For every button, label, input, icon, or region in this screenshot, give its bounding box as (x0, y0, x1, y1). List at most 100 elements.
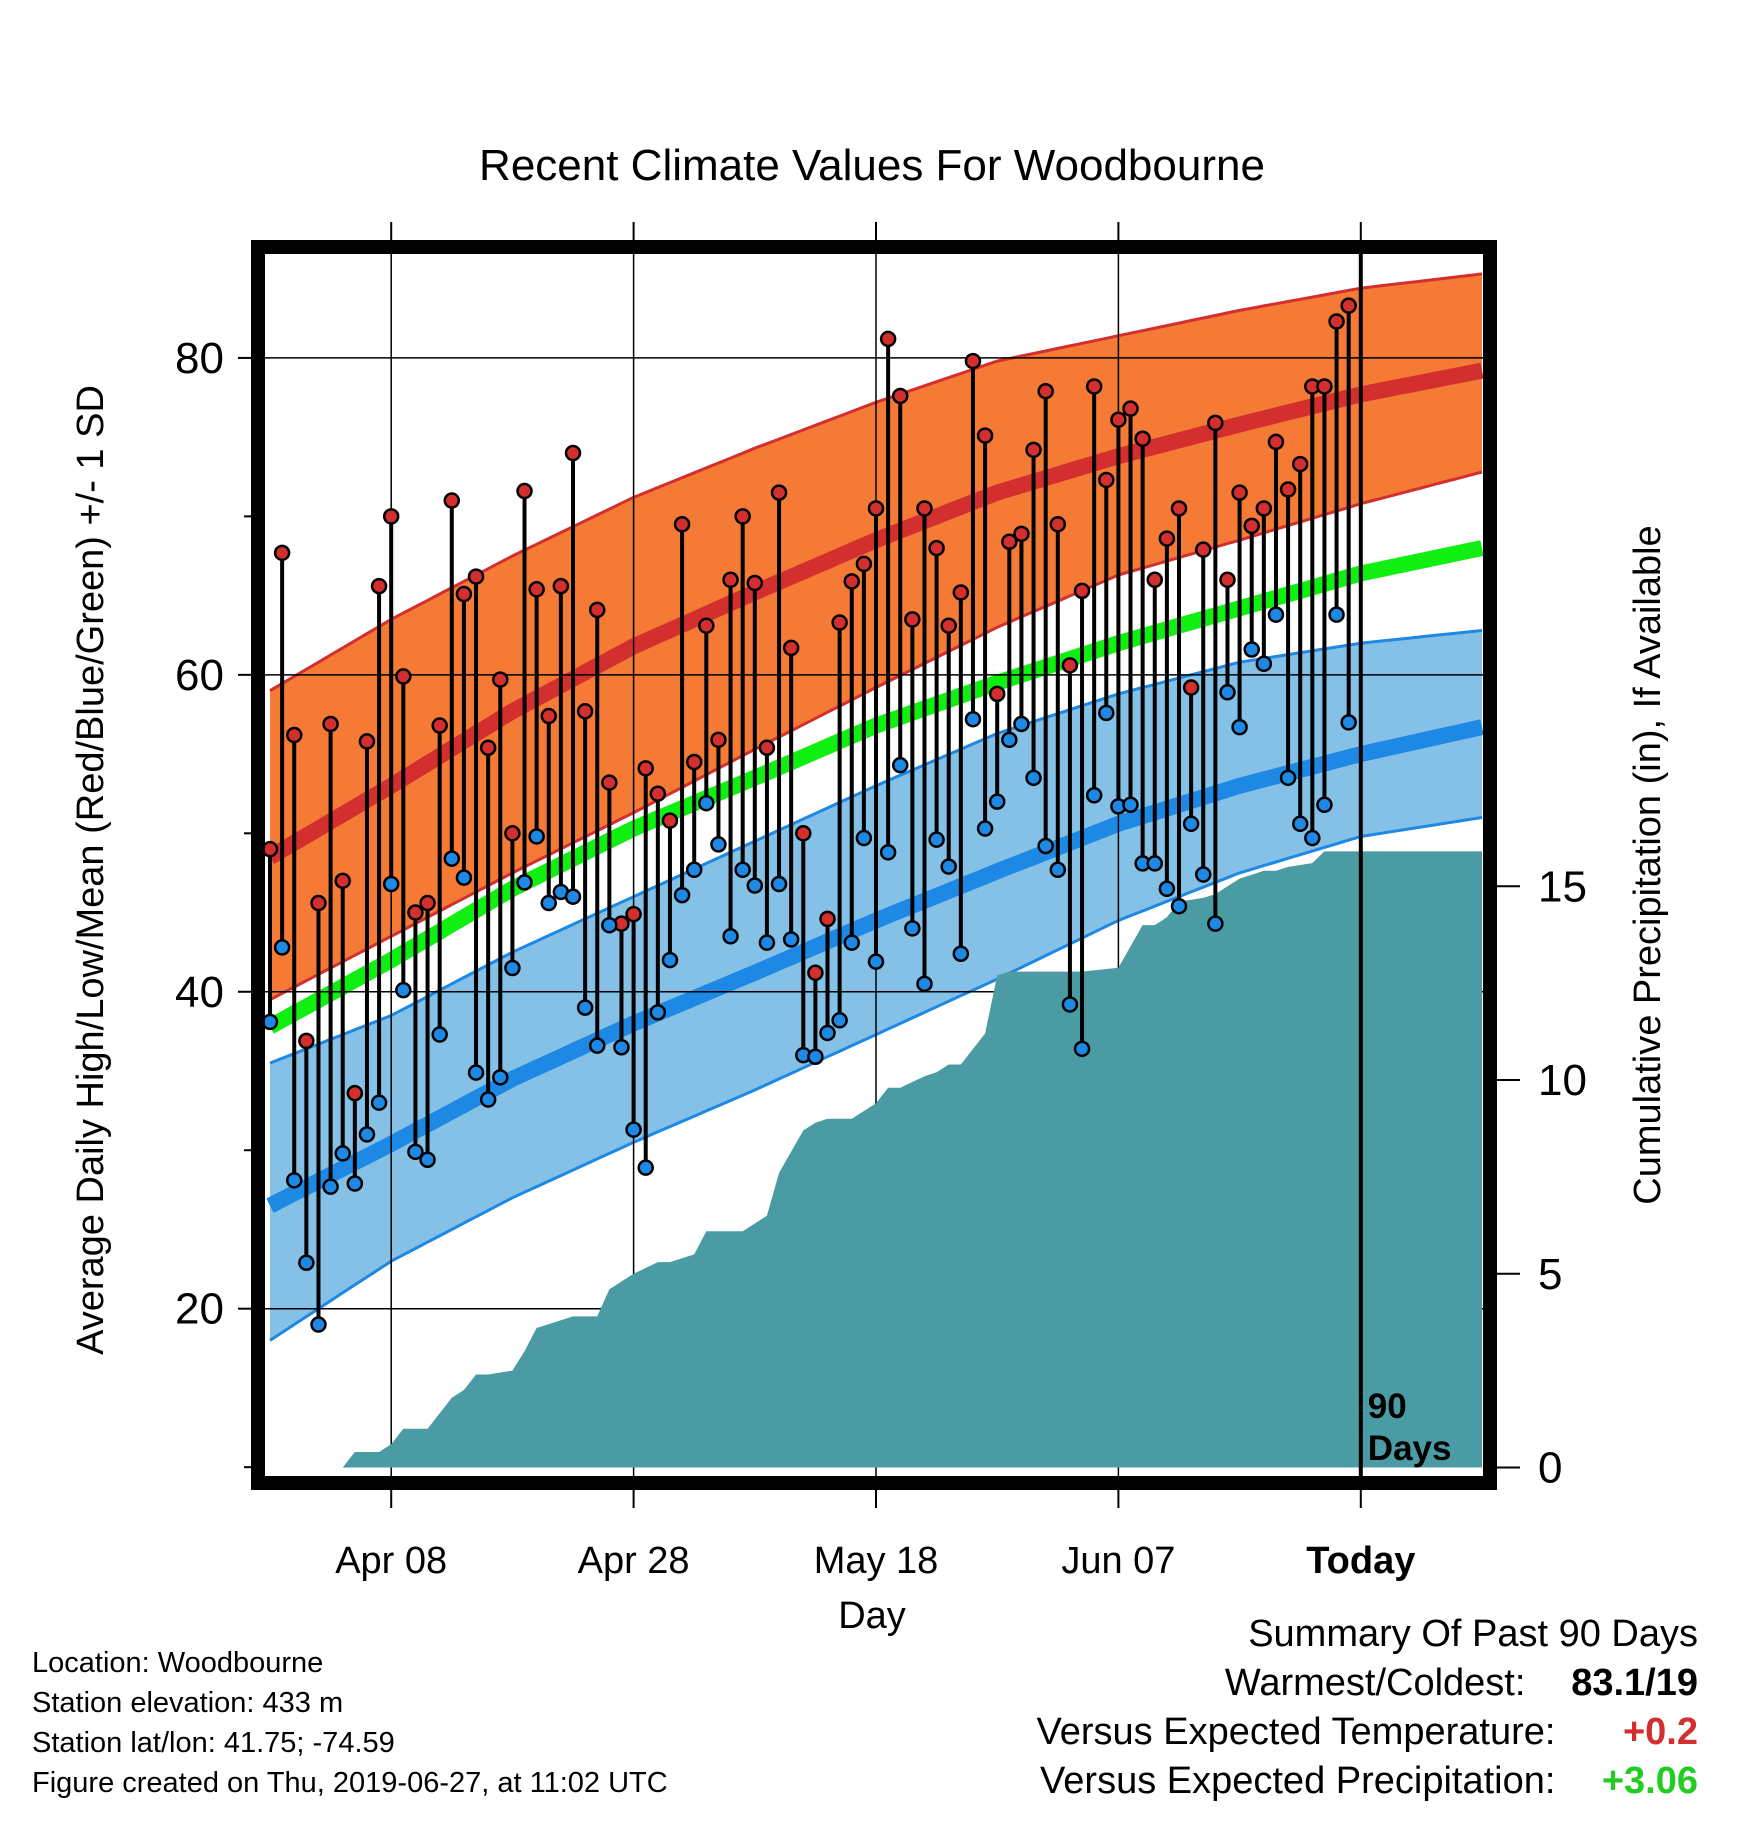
daily-high-point (540, 707, 558, 725)
daily-low-point (1207, 915, 1224, 932)
daily-low-point (1304, 829, 1321, 847)
daily-low-point (698, 794, 715, 812)
daily-high-point (879, 330, 897, 348)
daily-high-point (1207, 414, 1224, 432)
daily-high-point (552, 577, 570, 595)
daily-low-point (673, 886, 691, 904)
daily-high-point (285, 726, 303, 744)
daily-high-point (1098, 471, 1115, 489)
daily-high-point (746, 574, 764, 592)
daily-low-point (988, 793, 1006, 810)
daily-low-point (904, 920, 921, 937)
daily-low-point (710, 836, 727, 853)
daily-low-point (1001, 731, 1018, 749)
plot-frame (251, 240, 1497, 1490)
daily-low-point (879, 844, 897, 861)
daily-high-point (855, 555, 873, 573)
latlon-text: Station lat/lon: 41.75; -74.59 (32, 1727, 395, 1759)
daily-high-point (928, 539, 945, 557)
daily-high-point (1110, 411, 1127, 428)
temp-label: Versus Expected Temperature: (1036, 1711, 1556, 1753)
daily-low-point (358, 1126, 376, 1143)
daily-low-point (407, 1143, 424, 1161)
daily-high-point (1291, 455, 1309, 473)
daily-high-point (988, 685, 1006, 703)
daily-high-point (952, 584, 970, 601)
daily-low-point (1255, 655, 1273, 673)
daily-high-point (1219, 571, 1236, 589)
daily-low-point (395, 981, 412, 999)
daily-high-point (1328, 313, 1345, 330)
y2-tick-label: 0 (1538, 1444, 1562, 1493)
summary-title: Summary Of Past 90 Days (1248, 1613, 1698, 1655)
y-tick-label: 40 (175, 968, 224, 1017)
y-tick-label: 80 (175, 334, 224, 383)
daily-high-point (867, 500, 885, 517)
daily-low-point (528, 828, 545, 845)
daily-high-point (1340, 297, 1357, 314)
today-label-line: 90 (1368, 1387, 1407, 1426)
daily-low-point (322, 1178, 339, 1195)
daily-low-point (504, 959, 521, 977)
daily-high-point (673, 516, 691, 533)
daily-high-point (976, 427, 994, 444)
daily-high-point (661, 812, 679, 829)
daily-low-point (807, 1048, 824, 1065)
daily-high-point (637, 760, 654, 777)
daily-high-point (588, 601, 606, 619)
daily-low-point (419, 1151, 436, 1168)
daily-high-point (419, 894, 436, 912)
daily-low-point (746, 877, 764, 894)
daily-low-point (1316, 796, 1333, 814)
warmest-value: 83.1/19 (1571, 1662, 1698, 1704)
daily-high-point (516, 482, 533, 500)
daily-low-point (1158, 880, 1176, 898)
created-text: Figure created on Thu, 2019-06-27, at 11… (32, 1767, 668, 1799)
daily-high-point (407, 904, 424, 921)
daily-high-point (358, 733, 376, 750)
x-tick-label: May 18 (814, 1540, 939, 1582)
daily-high-point (1243, 517, 1260, 535)
x-tick-label: Jun 07 (1061, 1540, 1175, 1582)
daily-low-point (734, 861, 751, 879)
station-info: Location: Woodbourne Station elevation: … (32, 1643, 668, 1803)
daily-high-point (1194, 541, 1212, 558)
daily-high-point (734, 508, 751, 525)
daily-low-point (1073, 1040, 1091, 1058)
daily-low-point (431, 1026, 448, 1043)
daily-high-point (807, 964, 824, 982)
daily-low-point (492, 1069, 509, 1086)
daily-low-point (758, 934, 776, 951)
daily-high-point (1279, 481, 1297, 498)
daily-low-point (467, 1064, 485, 1081)
y-axis-label: Average Daily High/Low/Mean (Red/Blue/Gr… (70, 385, 112, 1355)
today-marker-label: 90 Days (1368, 1387, 1452, 1468)
daily-high-point (916, 500, 933, 517)
daily-low-point (1146, 855, 1164, 872)
daily-high-point (1158, 530, 1176, 547)
daily-high-point (504, 825, 521, 842)
precip-row: Versus Expected Precipitation: +3.06 (1037, 1757, 1698, 1806)
daily-high-point (334, 872, 351, 890)
daily-low-point (1219, 684, 1236, 701)
daily-high-point (1049, 516, 1067, 533)
daily-high-point (576, 703, 594, 720)
daily-high-point (819, 910, 836, 928)
daily-high-point (795, 825, 812, 842)
daily-low-point (601, 916, 618, 934)
daily-high-point (1037, 382, 1054, 400)
daily-high-point (564, 444, 582, 462)
daily-high-point (1170, 500, 1188, 517)
daily-low-point (637, 1159, 654, 1176)
daily-high-point (698, 617, 715, 634)
daily-low-point (770, 875, 788, 893)
daily-low-point (782, 931, 800, 948)
daily-low-point (867, 953, 885, 970)
axes: 20 40 60 80 Apr 08 Apr 28 May 18 Jun 07 Today 0 5 1… (175, 222, 1587, 1582)
precipitation-area (270, 851, 1482, 1468)
daily-low-point (516, 874, 533, 891)
daily-low-point (443, 850, 461, 867)
daily-high-point (964, 352, 982, 370)
daily-high-point (1231, 484, 1248, 501)
